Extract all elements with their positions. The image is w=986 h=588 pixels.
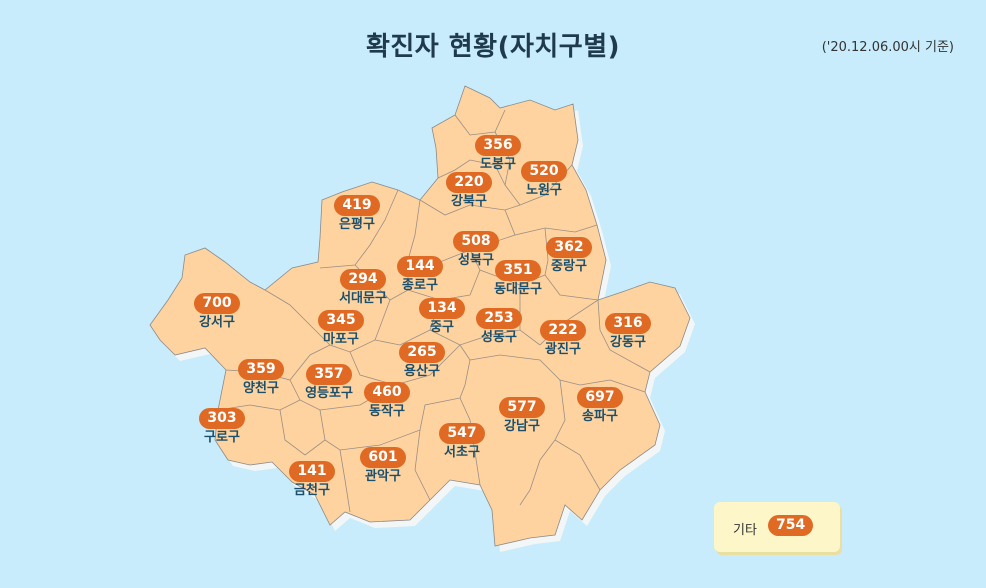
count-badge: 520 xyxy=(521,161,567,182)
count-badge: 220 xyxy=(446,172,492,193)
district-seocho[interactable]: 547 서초구 xyxy=(417,422,507,460)
district-eunpyeong[interactable]: 419 은평구 xyxy=(312,194,402,232)
district-yangcheon[interactable]: 359 양천구 xyxy=(216,358,306,396)
data-basis-date: ('20.12.06.00시 기준) xyxy=(821,40,954,55)
district-name: 영등포구 xyxy=(305,386,353,401)
count-badge: 601 xyxy=(360,447,406,468)
count-badge: 316 xyxy=(605,313,651,334)
district-dongdaemun[interactable]: 351 동대문구 xyxy=(473,259,563,297)
district-name: 금천구 xyxy=(294,483,330,498)
district-name: 강북구 xyxy=(451,194,487,209)
other-label: 기타 xyxy=(733,523,757,538)
district-jungnang[interactable]: 362 중랑구 xyxy=(524,236,614,274)
district-name: 강동구 xyxy=(610,335,646,350)
district-name: 중랑구 xyxy=(551,259,587,274)
count-badge: 356 xyxy=(475,135,521,156)
count-badge: 419 xyxy=(334,195,380,216)
page-title: 확진자 현황(자치구별) xyxy=(365,32,621,62)
district-name: 종로구 xyxy=(402,278,438,293)
district-name: 은평구 xyxy=(339,217,375,232)
district-yeongdeungpo[interactable]: 357 영등포구 xyxy=(284,363,374,401)
count-badge: 253 xyxy=(476,308,522,329)
district-name: 송파구 xyxy=(582,409,618,424)
count-badge: 547 xyxy=(439,423,485,444)
count-badge: 700 xyxy=(194,293,240,314)
seoul-outline xyxy=(149,85,691,547)
district-name: 동대문구 xyxy=(494,282,542,297)
count-badge: 697 xyxy=(577,387,623,408)
count-badge: 357 xyxy=(306,364,352,385)
district-gangbuk[interactable]: 220 강북구 xyxy=(424,171,514,209)
count-badge: 351 xyxy=(495,260,541,281)
district-gangdong[interactable]: 316 강동구 xyxy=(583,312,673,350)
district-name: 강남구 xyxy=(504,419,540,434)
district-geumcheon[interactable]: 141 금천구 xyxy=(267,460,357,498)
other-count-badge: 754 xyxy=(768,515,814,536)
district-guro[interactable]: 303 구로구 xyxy=(177,407,267,445)
district-name: 성동구 xyxy=(481,330,517,345)
count-badge: 144 xyxy=(397,256,443,277)
count-badge: 362 xyxy=(546,237,592,258)
district-name: 마포구 xyxy=(323,332,359,347)
count-badge: 359 xyxy=(238,359,284,380)
district-yongsan[interactable]: 265 용산구 xyxy=(377,341,467,379)
district-name: 도봉구 xyxy=(480,157,516,172)
district-nowon[interactable]: 520 노원구 xyxy=(499,160,589,198)
district-junggu[interactable]: 134 중구 xyxy=(397,297,487,335)
district-jongno[interactable]: 144 종로구 xyxy=(375,255,465,293)
district-seongdong[interactable]: 253 성동구 xyxy=(454,307,544,345)
district-seodaemun[interactable]: 294 서대문구 xyxy=(318,268,408,306)
district-name: 양천구 xyxy=(243,381,279,396)
district-dongjak[interactable]: 460 동작구 xyxy=(342,381,432,419)
district-name: 광진구 xyxy=(545,342,581,357)
count-badge: 460 xyxy=(364,382,410,403)
count-badge: 265 xyxy=(399,342,445,363)
district-dobong[interactable]: 356 도봉구 xyxy=(453,134,543,172)
count-badge: 345 xyxy=(318,310,364,331)
count-badge: 134 xyxy=(419,298,465,319)
count-badge: 141 xyxy=(289,461,335,482)
district-name: 동작구 xyxy=(369,404,405,419)
district-name: 용산구 xyxy=(404,364,440,379)
district-gangnam[interactable]: 577 강남구 xyxy=(477,396,567,434)
district-name: 노원구 xyxy=(526,183,562,198)
count-badge: 222 xyxy=(540,320,586,341)
count-badge: 303 xyxy=(199,408,245,429)
district-mapo[interactable]: 345 마포구 xyxy=(296,309,386,347)
district-name: 중구 xyxy=(430,320,454,335)
district-name: 성북구 xyxy=(458,253,494,268)
other-count-box: 기타 754 xyxy=(714,502,840,552)
count-badge: 577 xyxy=(499,397,545,418)
district-name: 관악구 xyxy=(365,469,401,484)
district-name: 구로구 xyxy=(204,430,240,445)
district-gwanak[interactable]: 601 관악구 xyxy=(338,446,428,484)
district-name: 서대문구 xyxy=(339,291,387,306)
district-songpa[interactable]: 697 송파구 xyxy=(555,386,645,424)
district-gangseo[interactable]: 700 강서구 xyxy=(172,292,262,330)
district-gwangjin[interactable]: 222 광진구 xyxy=(518,319,608,357)
count-badge: 294 xyxy=(340,269,386,290)
district-name: 서초구 xyxy=(444,445,480,460)
district-seongbuk[interactable]: 508 성북구 xyxy=(431,230,521,268)
district-name: 강서구 xyxy=(199,315,235,330)
count-badge: 508 xyxy=(453,231,499,252)
